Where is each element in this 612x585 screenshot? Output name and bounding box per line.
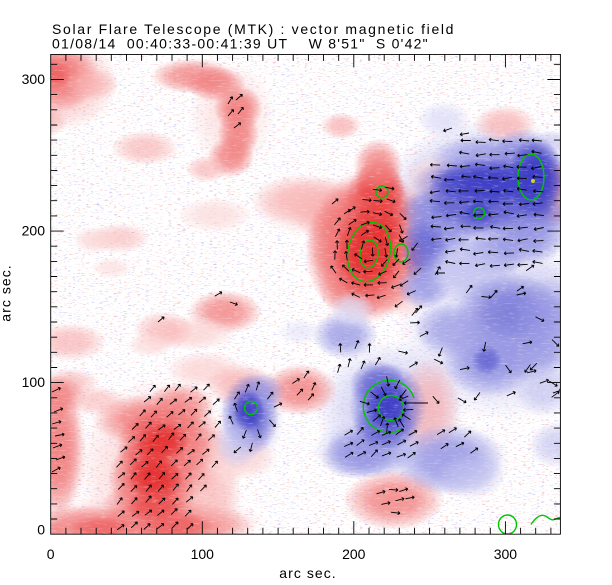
svg-text:0: 0 (47, 546, 55, 562)
svg-text:100: 100 (191, 546, 215, 562)
svg-text:300: 300 (494, 546, 518, 562)
svg-text:200: 200 (22, 223, 46, 239)
svg-text:300: 300 (22, 71, 46, 87)
svg-text:0: 0 (37, 522, 45, 538)
svg-text:arc sec.: arc sec. (0, 264, 14, 322)
svg-text:200: 200 (342, 546, 366, 562)
svg-text:arc sec.: arc sec. (279, 565, 337, 581)
svg-text:01/08/14 00:40:33-00:41:39 UT: 01/08/14 00:40:33-00:41:39 UT W 8'51" S … (52, 36, 429, 52)
svg-text:100: 100 (22, 374, 46, 390)
svg-text:Solar Flare Telescope (MTK) :: Solar Flare Telescope (MTK) : vector mag… (52, 21, 455, 37)
